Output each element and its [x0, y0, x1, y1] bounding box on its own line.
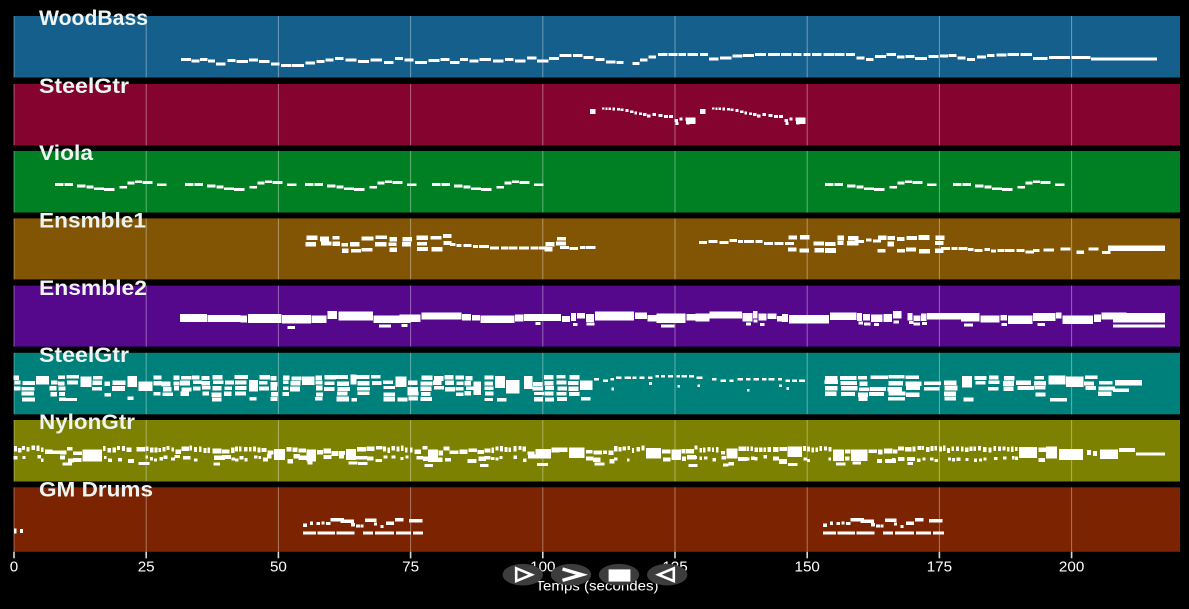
- svg-text:0: 0: [10, 558, 18, 575]
- svg-text:175: 175: [927, 558, 952, 575]
- svg-text:75: 75: [402, 558, 419, 575]
- svg-text:25: 25: [138, 558, 155, 575]
- svg-text:SteelGtr: SteelGtr: [39, 344, 129, 367]
- svg-text:Ensmble1: Ensmble1: [39, 210, 146, 233]
- svg-text:GM Drums: GM Drums: [39, 479, 153, 502]
- svg-text:200: 200: [1059, 558, 1084, 575]
- svg-text:Viola: Viola: [39, 142, 93, 165]
- svg-text:Ensmble2: Ensmble2: [39, 277, 147, 300]
- svg-text:150: 150: [795, 558, 820, 575]
- svg-text:50: 50: [270, 558, 287, 575]
- svg-text:WoodBass: WoodBass: [39, 7, 148, 30]
- svg-text:NylonGtr: NylonGtr: [39, 411, 135, 434]
- svg-text:SteelGtr: SteelGtr: [39, 75, 129, 98]
